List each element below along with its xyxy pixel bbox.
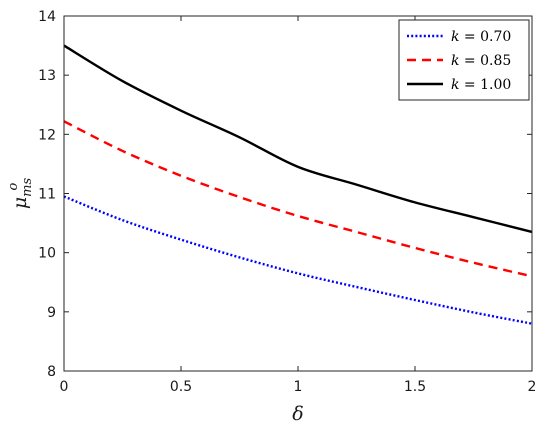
y-tick-label: 8 xyxy=(47,364,56,380)
series-line-2 xyxy=(63,120,533,278)
x-tick-label: 1.5 xyxy=(404,379,426,395)
x-tick-label: 1 xyxy=(294,379,303,395)
legend-variable: k xyxy=(451,53,459,69)
x-tick-label: 0 xyxy=(60,379,69,395)
legend-value: = 0.70 xyxy=(459,29,511,45)
x-tick-label: 2 xyxy=(528,379,537,395)
y-tick-label: 10 xyxy=(38,246,56,262)
y-tick-label: 14 xyxy=(38,9,56,25)
series-layer xyxy=(63,44,533,325)
y-label-base: μ xyxy=(9,197,31,209)
x-axis-label: δ xyxy=(292,403,303,425)
legend-label-1: k = 0.70 xyxy=(451,29,511,45)
y-tick-label: 9 xyxy=(47,305,56,321)
legend-variable: k xyxy=(451,77,459,93)
y-label-sup: o xyxy=(6,183,21,191)
series-line-1 xyxy=(63,195,533,325)
legend-value: = 0.85 xyxy=(459,53,511,69)
y-tick-label: 12 xyxy=(38,127,56,143)
legend-variable: k xyxy=(451,29,459,45)
legend-label-2: k = 0.85 xyxy=(451,53,511,69)
y-axis-label-text: μms xyxy=(9,177,35,209)
y-label-sub: ms xyxy=(20,177,35,196)
y-tick-label: 11 xyxy=(38,187,56,203)
y-tick-label: 13 xyxy=(38,68,56,84)
legend-box xyxy=(398,19,530,101)
legend-value: = 1.00 xyxy=(459,77,511,93)
x-tick-label: 0.5 xyxy=(170,379,192,395)
legend: k = 0.70k = 0.85k = 1.00 xyxy=(398,19,530,101)
series-line-3 xyxy=(63,44,533,234)
axes-layer: 0 0.5 1 1.5 2 8 9 10 11 12 13 14 xyxy=(38,9,536,395)
legend-label-3: k = 1.00 xyxy=(451,77,511,93)
